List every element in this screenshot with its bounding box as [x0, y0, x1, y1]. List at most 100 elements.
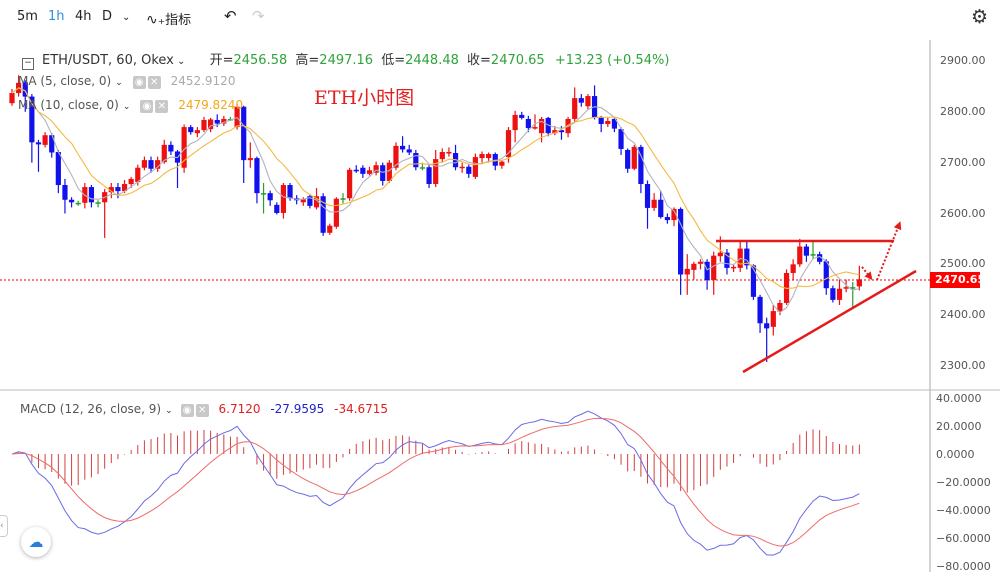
- indicators-button[interactable]: ∿₊指标: [146, 9, 191, 28]
- interval-d[interactable]: D: [102, 9, 113, 24]
- candle: [512, 110, 518, 143]
- candle-body: [797, 246, 803, 265]
- candle: [519, 111, 525, 120]
- candle: [644, 180, 651, 229]
- candle: [744, 241, 750, 270]
- candle-body: [770, 311, 776, 327]
- candle: [141, 156, 147, 171]
- candle-body: [598, 117, 604, 125]
- candle: [452, 144, 459, 171]
- chevron-down-icon[interactable]: ⌄: [165, 406, 173, 416]
- chevron-down-icon[interactable]: ⌄: [115, 78, 123, 88]
- macd-label[interactable]: MACD (12, 26, close, 9): [20, 402, 162, 416]
- eye-icon[interactable]: ◉: [180, 404, 194, 417]
- candle: [42, 132, 48, 148]
- candle-body: [393, 145, 399, 168]
- eye-icon[interactable]: ◉: [132, 76, 146, 89]
- candle: [836, 279, 843, 305]
- close-icon[interactable]: ✕: [195, 404, 209, 417]
- macd-tick: −20.0000: [936, 476, 991, 489]
- gear-icon[interactable]: ⚙: [971, 6, 989, 28]
- candle: [194, 127, 200, 138]
- candle-body: [300, 199, 306, 203]
- candle: [783, 269, 790, 305]
- low-label: 低=: [381, 53, 406, 68]
- candle: [68, 197, 75, 208]
- ma5-label[interactable]: MA (5, close, 0): [18, 74, 112, 88]
- dotted-arrow-up[interactable]: [876, 221, 902, 281]
- price-tick: 2600.00: [940, 207, 986, 220]
- close-icon[interactable]: ✕: [155, 100, 169, 113]
- side-panel-toggle[interactable]: ‹: [0, 515, 8, 537]
- candle: [711, 251, 717, 295]
- candle: [803, 243, 809, 262]
- redo-icon[interactable]: ↷: [252, 7, 265, 25]
- collapse-icon[interactable]: −: [22, 58, 34, 70]
- candle: [267, 190, 273, 206]
- candle-body: [208, 119, 214, 130]
- candle: [254, 156, 260, 204]
- change-value: +13.23 (+0.54%): [554, 53, 670, 68]
- eye-icon[interactable]: ◉: [140, 100, 154, 113]
- candle: [618, 127, 624, 156]
- candle-body: [108, 187, 114, 193]
- candle-body: [572, 98, 578, 119]
- macd-tick: 40.0000: [936, 392, 982, 405]
- candle: [320, 193, 326, 236]
- candles-group: [9, 75, 862, 362]
- dotted-arrow-down[interactable]: [861, 266, 873, 281]
- symbol-legend: − ETH/USDT, 60, Okex ⌄ 开=2456.58 高=2497.1…: [22, 49, 670, 70]
- candle: [406, 144, 412, 156]
- candle-body: [750, 265, 757, 297]
- candle-body: [287, 185, 293, 199]
- candle: [307, 194, 313, 209]
- candle-body: [678, 208, 684, 275]
- ma-lines: [11, 87, 860, 314]
- candle-body: [386, 162, 392, 181]
- interval-1h[interactable]: 1h: [48, 9, 65, 24]
- candle: [545, 116, 551, 137]
- ma10-label[interactable]: MA (10, close, 0): [18, 98, 119, 112]
- candle-body: [115, 187, 121, 192]
- candle-body: [512, 114, 518, 131]
- tradingview-logo-icon[interactable]: ☁: [21, 527, 51, 557]
- candle: [730, 264, 737, 272]
- price-tick: 2900.00: [940, 54, 986, 67]
- interval-5m[interactable]: 5m: [17, 9, 38, 24]
- candle: [850, 282, 856, 308]
- candle: [386, 160, 392, 183]
- candle: [260, 182, 267, 214]
- candle: [472, 153, 478, 179]
- candle-body: [333, 198, 339, 227]
- candle: [221, 115, 227, 127]
- candle-body: [578, 98, 584, 103]
- candle: [764, 317, 770, 362]
- candle-body: [704, 261, 710, 281]
- candle-body: [684, 268, 690, 275]
- candle-body: [817, 254, 823, 262]
- candle-body: [320, 196, 326, 233]
- macd-legend: MACD (12, 26, close, 9) ⌄ ◉ ✕ 6.7120 -27.95…: [20, 402, 388, 417]
- macd-line-value: -27.9595: [270, 402, 325, 416]
- candle-body: [532, 127, 538, 129]
- symbol-label[interactable]: ETH/USDT, 60, Okex: [42, 53, 174, 68]
- candle-body: [155, 160, 161, 169]
- chevron-down-icon[interactable]: ⌄: [122, 102, 131, 112]
- candle-body: [280, 185, 287, 213]
- chevron-down-icon[interactable]: ⌄: [173, 56, 186, 67]
- interval-4h[interactable]: 4h: [75, 9, 92, 24]
- support-trendline[interactable]: [742, 269, 917, 374]
- candle-body: [373, 165, 379, 173]
- candle-body: [618, 129, 624, 149]
- macd-line: [11, 410, 860, 556]
- candle: [88, 185, 95, 208]
- drawings[interactable]: [716, 221, 917, 374]
- candle: [625, 148, 631, 173]
- candle: [168, 141, 174, 156]
- undo-icon[interactable]: ↶: [224, 7, 237, 25]
- close-icon[interactable]: ✕: [147, 76, 161, 89]
- candle-body: [347, 169, 353, 199]
- candle-body: [121, 184, 128, 192]
- chevron-down-icon[interactable]: ⌄: [122, 12, 131, 23]
